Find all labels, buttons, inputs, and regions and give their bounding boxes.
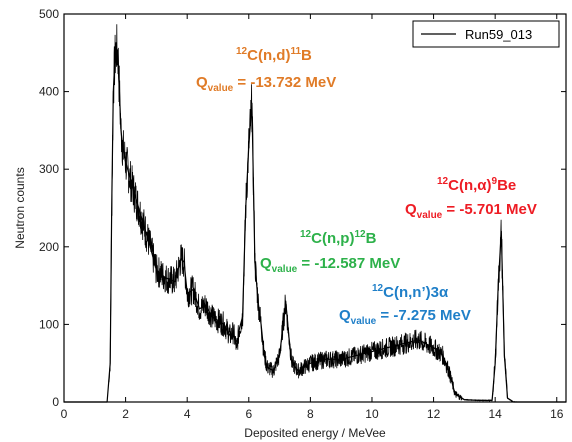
annotation-c-n-p-q-sub: value [272,264,298,275]
annotation-c-n-d-q-sub: value [208,83,234,94]
annotation-c-n-d-product: B [301,47,312,64]
svg-text:Qvalue = -13.732 MeV: Qvalue = -13.732 MeV [196,74,336,94]
svg-text:Qvalue = -5.701 MeV: Qvalue = -5.701 MeV [405,201,537,221]
svg-text:Qvalue = -12.587 MeV: Qvalue = -12.587 MeV [260,255,400,275]
annotation-c-n-n: 12C(n,n’)3α Qvalue = -7.275 MeV [339,283,471,327]
x-axis-title: Deposited energy / MeVee [244,426,386,440]
annotation-c-n-alpha-q-value: = -5.701 MeV [442,201,537,218]
x-tick-label: 6 [245,407,252,421]
x-tick-label: 16 [550,407,564,421]
svg-text:12C(n,d)11B: 12C(n,d)11B [236,46,312,64]
annotation-c-n-d-q-value: = -13.732 MeV [233,74,336,91]
plot-frame [63,13,567,403]
y-tick-label: 0 [52,395,59,409]
annotation-c-n-p-pre: 12 [300,229,312,240]
annotation-c-n-n-q: Q [339,307,351,324]
x-tick-label: 8 [307,407,314,421]
legend-label-run59-013: Run59_013 [465,27,532,42]
svg-text:Qvalue = -7.275 MeV: Qvalue = -7.275 MeV [339,307,471,327]
annotation-c-n-alpha-q-sub: value [417,210,443,221]
annotation-c-n-alpha-pre: 12 [437,176,449,187]
x-axis-ticks: 0 2 4 6 8 10 12 14 16 [61,14,564,421]
x-tick-label: 10 [365,407,379,421]
svg-text:12C(n,p)12B: 12C(n,p)12B [300,229,377,247]
x-tick-label: 0 [61,407,68,421]
y-tick-label: 500 [39,7,59,21]
y-tick-label: 400 [39,85,59,99]
y-axis-title: Neutron counts [13,167,27,248]
annotation-c-n-n-reaction: C(n,n’)3α [383,284,449,301]
annotation-c-n-d-pre: 12 [236,46,248,57]
svg-text:12C(n,n’)3α: 12C(n,n’)3α [372,283,449,301]
annotation-c-n-p-q: Q [260,255,272,272]
x-tick-label: 12 [427,407,441,421]
svg-text:12C(n,α)9Be: 12C(n,α)9Be [437,176,516,194]
annotation-c-n-n-q-value: = -7.275 MeV [376,307,471,324]
annotation-c-n-alpha: 12C(n,α)9Be Qvalue = -5.701 MeV [405,176,537,221]
x-tick-label: 4 [184,407,191,421]
annotation-c-n-alpha-q: Q [405,201,417,218]
annotation-c-n-p: 12C(n,p)12B Qvalue = -12.587 MeV [260,229,400,275]
y-tick-label: 200 [39,240,59,254]
annotation-c-n-n-q-sub: value [351,316,377,327]
annotation-c-n-d-q: Q [196,74,208,91]
y-tick-label: 100 [39,317,59,331]
legend: Run59_013 [412,20,560,48]
x-tick-label: 14 [488,407,502,421]
annotation-c-n-alpha-post: 9 [492,176,498,187]
y-axis-ticks: 0 100 200 300 400 500 [39,7,566,409]
annotation-c-n-p-q-value: = -12.587 MeV [297,255,400,272]
annotation-c-n-n-pre: 12 [372,283,384,294]
annotation-c-n-alpha-reaction: C(n,α) [448,177,491,194]
annotation-c-n-alpha-product: Be [497,177,516,194]
annotation-c-n-d: 12C(n,d)11B Qvalue = -13.732 MeV [196,46,336,94]
x-tick-label: 2 [122,407,129,421]
annotation-c-n-p-reaction: C(n,p) [311,230,354,247]
series-noise-run59-013 [108,24,517,403]
annotation-c-n-p-post: 12 [354,229,366,240]
annotation-c-n-p-product: B [366,230,377,247]
y-tick-label: 300 [39,162,59,176]
annotation-c-n-d-post: 11 [290,46,301,57]
annotation-c-n-d-reaction: C(n,d) [247,47,290,64]
